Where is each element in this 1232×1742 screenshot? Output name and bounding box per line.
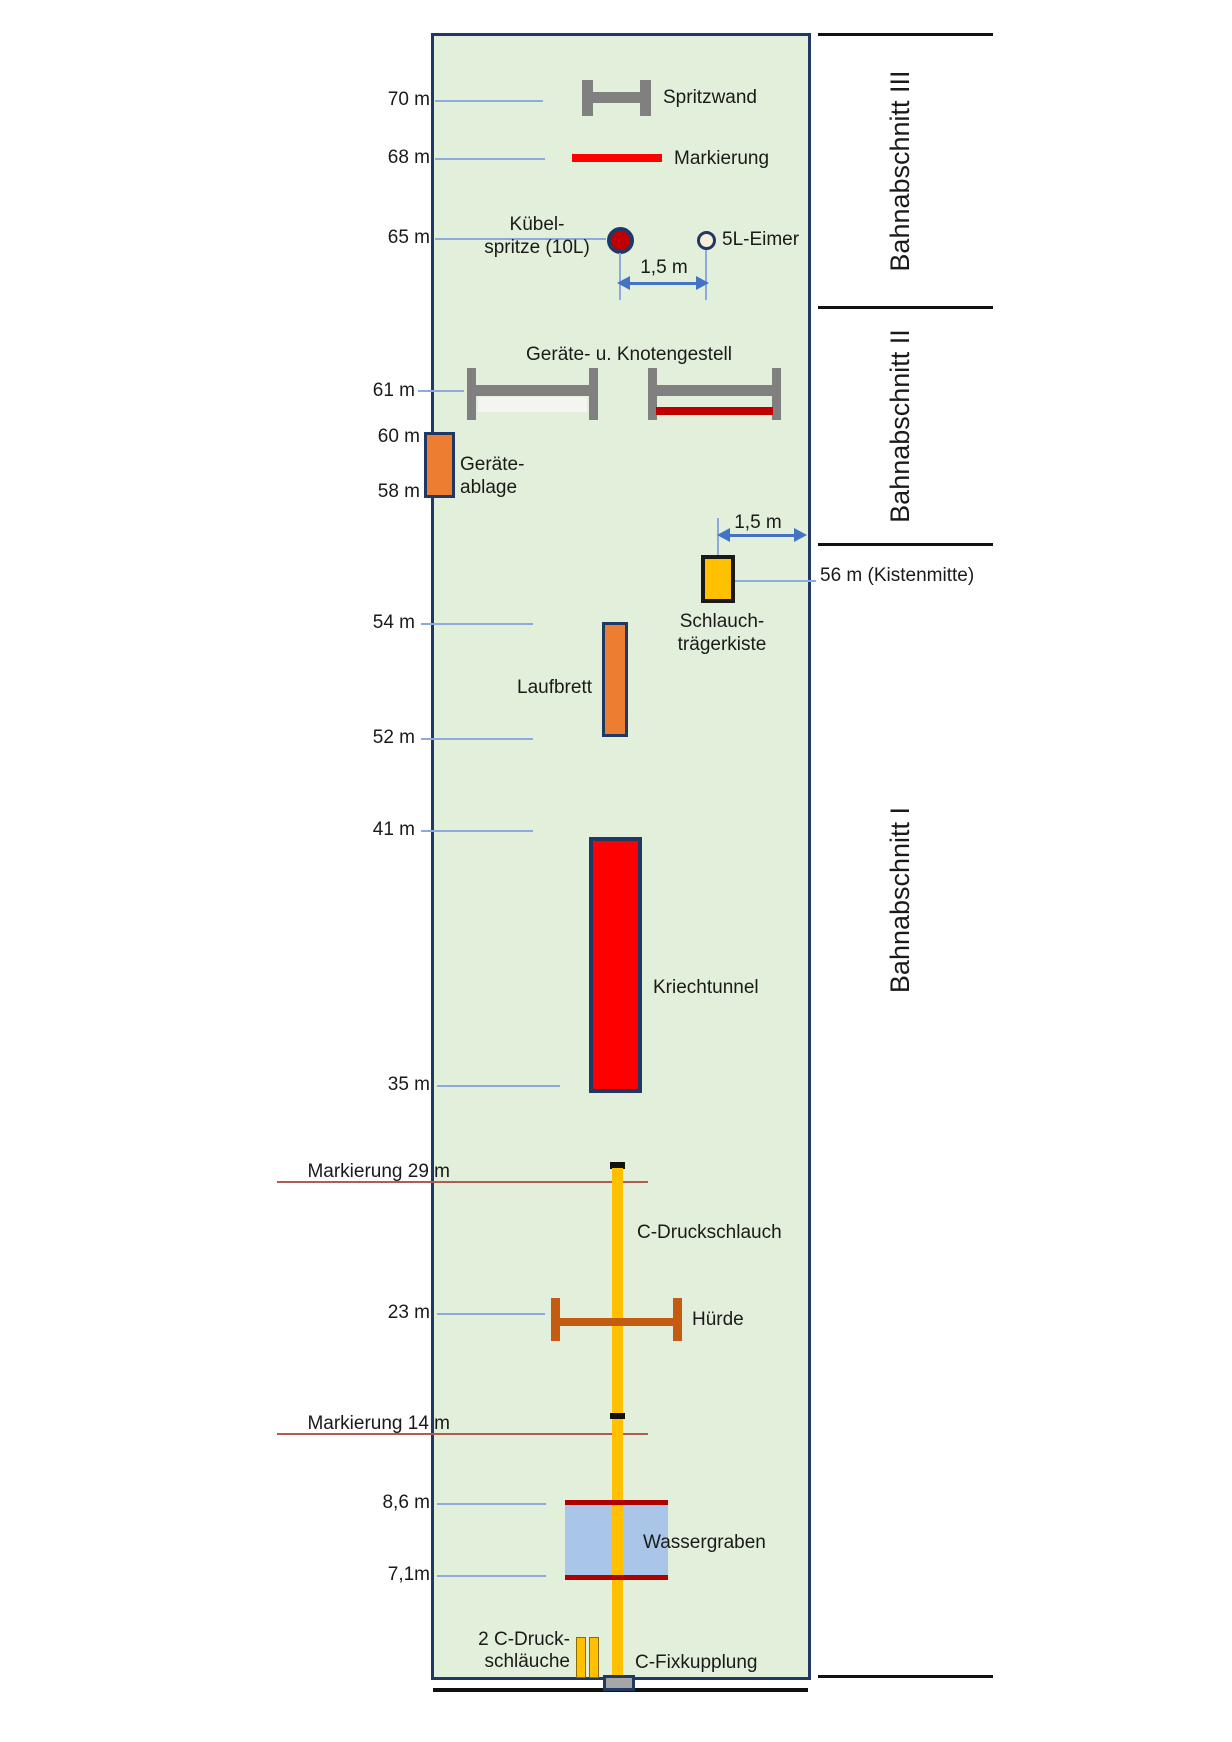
huerde-crossbar <box>551 1318 682 1326</box>
guide-line-23m <box>437 1313 545 1315</box>
druckschlauch-label: C-Druckschlauch <box>637 1222 782 1243</box>
marking-line-29m <box>277 1181 648 1183</box>
section-label-1: Bahnabschnitt I <box>885 806 915 994</box>
section-divider-top <box>818 33 993 36</box>
schlauchtraegerkiste-box <box>701 555 735 603</box>
gestell-label: Geräte- u. Knotengestell <box>526 344 732 365</box>
gestell-left-crossbar <box>467 385 598 396</box>
gestell-right-crossbar <box>648 385 781 396</box>
eimer-marker <box>697 231 716 250</box>
spritzwand-label: Spritzwand <box>663 87 757 108</box>
hose-over-water <box>612 1500 623 1580</box>
dim-tick-eimer <box>705 250 707 300</box>
eimer-label: 5L-Eimer <box>722 229 800 250</box>
geraeteablage-box <box>424 432 455 498</box>
hose-end-cap <box>610 1162 625 1169</box>
section-label-2: Bahnabschnitt II <box>885 329 915 523</box>
kriechtunnel-box <box>589 837 642 1093</box>
guide-line-70m <box>435 100 543 102</box>
dim-arrowhead-top-left <box>617 276 630 290</box>
marking-label-14m: Markierung 14 m <box>307 1413 450 1434</box>
fixkupplung-label: C-Fixkupplung <box>635 1652 758 1673</box>
geraeteablage-label-line2: ablage <box>460 477 518 498</box>
dim-label-kiste: 1,5 m <box>734 512 782 533</box>
dim-arrowhead-kiste-left <box>717 528 730 542</box>
hose-14m-tick <box>610 1413 625 1419</box>
guide-line-52m <box>421 738 533 740</box>
spare-hose-bar-1 <box>576 1637 586 1678</box>
guide-line-35m <box>437 1085 560 1087</box>
laufbrett-label: Laufbrett <box>517 677 592 698</box>
markierung-label: Markierung <box>674 148 770 169</box>
geraeteablage-label-line1: Geräte- <box>460 454 525 475</box>
distance-label-68m: 68 m <box>387 147 430 168</box>
distance-label-52m: 52 m <box>372 727 415 748</box>
distance-label-35m: 35 m <box>387 1074 430 1095</box>
gestell-right-red-band <box>656 407 773 415</box>
spare-hose-bar-2 <box>589 1637 599 1678</box>
wassergraben-bottom-edge <box>565 1575 668 1580</box>
distance-label-54m: 54 m <box>372 612 415 633</box>
distance-label-65m: 65 m <box>387 227 430 248</box>
spritzwand-crossbar <box>582 92 651 103</box>
kiste-label-line2: trägerkiste <box>677 634 767 655</box>
section-divider-bottom <box>818 1675 993 1678</box>
distance-label-61m: 61 m <box>372 380 415 401</box>
guide-line-68m <box>435 158 545 160</box>
distance-label-8-6m: 8,6 m <box>382 1492 430 1513</box>
guide-line-61m <box>418 390 464 392</box>
distance-label-70m: 70 m <box>387 89 430 110</box>
schlaeuche-label-line1: 2 C-Druck- <box>478 1629 570 1650</box>
marking-line-14m <box>277 1433 648 1435</box>
dim-arrow-top <box>630 282 696 285</box>
distance-label-60m: 60 m <box>377 426 420 447</box>
distance-label-23m: 23 m <box>387 1302 430 1323</box>
section-divider-2-1 <box>818 543 993 546</box>
guide-line-7-1m <box>437 1575 546 1577</box>
kistenmitte-label: 56 m (Kistenmitte) <box>820 565 975 586</box>
guide-line-kiste <box>735 580 816 582</box>
guide-line-41m <box>421 830 533 832</box>
kuebelspritze-label-line1: Kübel- <box>509 214 565 235</box>
dim-arrowhead-top-right <box>696 276 709 290</box>
wassergraben-label: Wassergraben <box>643 1532 766 1553</box>
dim-label-top: 1,5 m <box>640 257 688 278</box>
kriechtunnel-label: Kriechtunnel <box>653 977 759 998</box>
dim-arrow-kiste <box>730 534 794 537</box>
wassergraben-top-edge <box>565 1500 668 1505</box>
fixkupplung-marker <box>603 1675 635 1691</box>
section-divider-3-2 <box>818 306 993 309</box>
kuebelspritze-marker <box>607 227 634 254</box>
gestell-left-white-band <box>478 397 587 412</box>
distance-label-41m: 41 m <box>372 819 415 840</box>
kuebelspritze-label-line2: spritze (10L) <box>484 237 590 258</box>
guide-line-65m <box>435 238 606 240</box>
schlaeuche-label-line2: schläuche <box>484 1651 570 1672</box>
markierung-bar <box>572 154 662 162</box>
dim-arrowhead-kiste-right <box>794 528 807 542</box>
laufbrett-box <box>602 622 628 737</box>
kiste-label-line1: Schlauch- <box>679 611 765 632</box>
hose-line <box>612 1168 623 1677</box>
guide-line-54m <box>421 623 533 625</box>
distance-label-7-1m: 7,1m <box>387 1564 430 1585</box>
huerde-label: Hürde <box>692 1309 744 1330</box>
guide-line-8-6m <box>437 1503 546 1505</box>
distance-label-58m: 58 m <box>377 481 420 502</box>
marking-label-29m: Markierung 29 m <box>307 1161 450 1182</box>
